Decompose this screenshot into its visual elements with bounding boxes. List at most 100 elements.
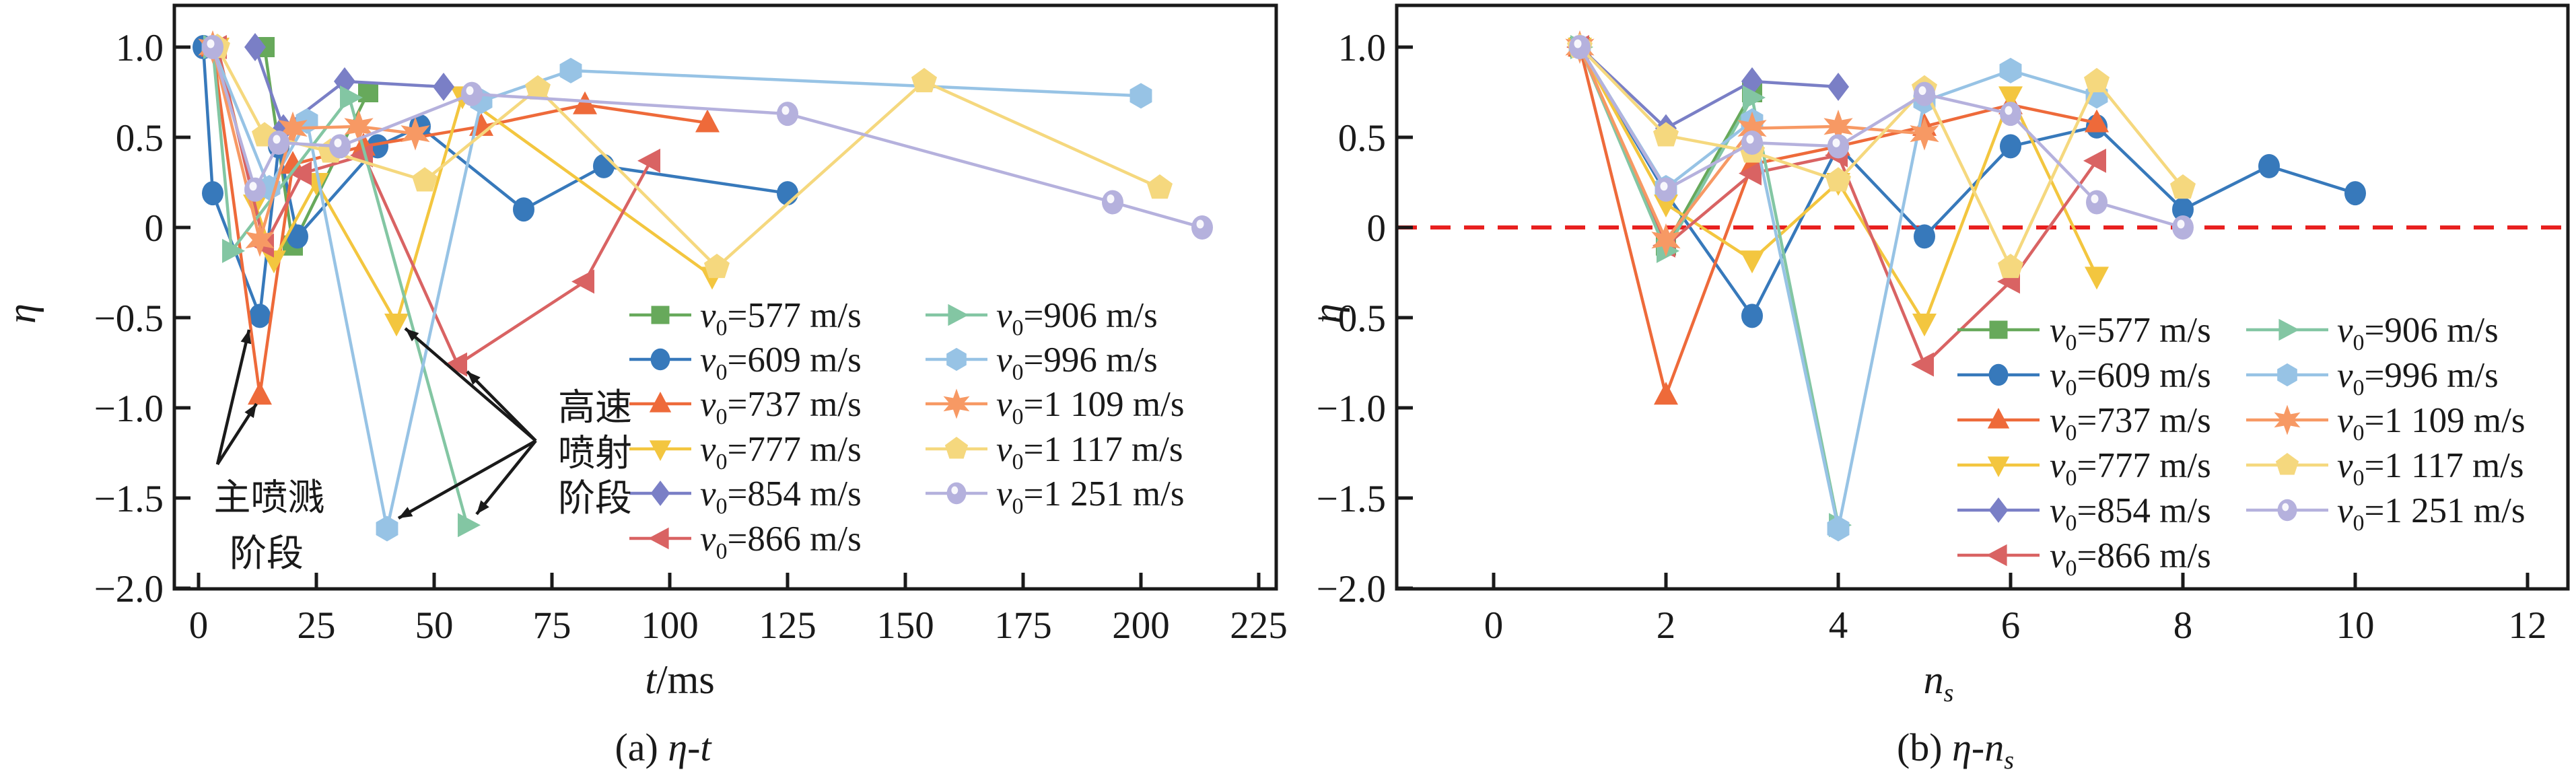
y-tick-label: −2.0 bbox=[1317, 568, 1386, 610]
legend-item-v0-737: v0=737 m/s bbox=[629, 385, 862, 429]
legend-item-v0-577: v0=577 m/s bbox=[629, 296, 862, 341]
x-tick-label: 10 bbox=[2336, 604, 2375, 647]
legend-item-label: v0=906 m/s bbox=[2337, 311, 2499, 355]
legend-item-v0-1251: v0=1 251 m/s bbox=[926, 474, 1185, 519]
x-tick-label: 6 bbox=[2001, 604, 2021, 647]
annotation-jet-line3: 阶段 bbox=[558, 478, 632, 519]
axes-a: 0 25 50 75 100 125 150 175 200 225 1.0 0.5 0 −0.5 −1.0… bbox=[94, 3, 1288, 647]
legend-item-label: v0=577 m/s bbox=[2050, 311, 2211, 355]
xlabel-b: ns bbox=[1924, 658, 1954, 707]
x-tick-label: 150 bbox=[876, 604, 934, 647]
y-tick-label: −0.5 bbox=[1317, 297, 1386, 340]
x-tick-label: 75 bbox=[533, 604, 571, 647]
legend-item-v0-577: v0=577 m/s bbox=[1957, 311, 2211, 355]
panel-a-static: η t/ms (a) η-t 主喷溅 阶段 高速 喷射 阶段 bbox=[0, 304, 715, 769]
legend-item-v0-866: v0=866 m/s bbox=[629, 520, 862, 564]
ylabel-a: η bbox=[0, 304, 44, 324]
legend-item-v0-1109: v0=1 109 m/s bbox=[2246, 401, 2526, 446]
legend-item-label: v0=1 251 m/s bbox=[996, 474, 1185, 519]
legend-item-label: v0=854 m/s bbox=[2050, 491, 2211, 536]
legend-item-v0-777: v0=777 m/s bbox=[629, 430, 862, 474]
legend-item-label: v0=866 m/s bbox=[700, 520, 862, 564]
caption-b: (b) η-ns bbox=[1897, 725, 2014, 775]
legend-item-label: v0=906 m/s bbox=[996, 296, 1158, 341]
x-tick-label: 200 bbox=[1112, 604, 1170, 647]
annotation-arrows bbox=[215, 327, 537, 520]
series-v0-906-m-s bbox=[1570, 35, 1852, 538]
legend-item-label: v0=866 m/s bbox=[2050, 536, 2211, 581]
y-tick-label: 1.0 bbox=[116, 27, 164, 69]
y-tick-label: −0.5 bbox=[94, 297, 164, 340]
legend-item-v0-854: v0=854 m/s bbox=[1957, 491, 2211, 536]
legend-item-v0-1117: v0=1 117 m/s bbox=[926, 430, 1183, 474]
y-tick-label: 0 bbox=[1367, 207, 1387, 250]
x-tick-label: 100 bbox=[641, 604, 699, 647]
x-tick-label: 4 bbox=[1829, 604, 1848, 647]
annotation-jet-line1: 高速 bbox=[558, 387, 632, 428]
legend-item-label: v0=996 m/s bbox=[2337, 356, 2499, 400]
x-tick-label: 50 bbox=[415, 604, 454, 647]
legend-item-label: v0=777 m/s bbox=[2050, 446, 2211, 491]
series-v0-1-251-m-s bbox=[1569, 35, 2194, 240]
legend-item-label: v0=737 m/s bbox=[2050, 401, 2211, 446]
y-tick-label: 0.5 bbox=[116, 117, 164, 159]
y-tick-label: −2.0 bbox=[94, 568, 164, 610]
legend-item-label: v0=996 m/s bbox=[996, 341, 1158, 385]
legend-item-label: v0=1 251 m/s bbox=[2337, 491, 2526, 536]
y-tick-label: −1.0 bbox=[94, 388, 164, 430]
y-tick-label: 0.5 bbox=[1338, 117, 1386, 159]
legend-item-v0-996: v0=996 m/s bbox=[2246, 356, 2499, 400]
annotation-main-splash-line1: 主喷溅 bbox=[213, 477, 324, 518]
legend-item-label: v0=854 m/s bbox=[700, 474, 862, 519]
legend-item-v0-777: v0=777 m/s bbox=[1957, 446, 2211, 491]
legend-item-label: v0=1 109 m/s bbox=[2337, 401, 2526, 446]
legend-item-v0-866: v0=866 m/s bbox=[1957, 536, 2211, 581]
ylabel-b: η bbox=[1305, 304, 1350, 324]
legend-item-v0-1117: v0=1 117 m/s bbox=[2246, 446, 2524, 491]
legend-item-v0-1251: v0=1 251 m/s bbox=[2246, 491, 2526, 536]
legend-item-label: v0=737 m/s bbox=[700, 385, 862, 429]
legend-item-v0-996: v0=996 m/s bbox=[926, 341, 1158, 385]
legend-item-label: v0=609 m/s bbox=[2050, 356, 2211, 400]
panel-b: 0 2 4 6 8 10 12 1.0 0.5 0 −0.5 −1.0 −1.5 −2.0 v0=577 m… bbox=[1317, 3, 2570, 647]
y-tick-label: 0 bbox=[145, 207, 164, 250]
panel-a: 0 25 50 75 100 125 150 175 200 225 1.0 0.5 0 −0.5 −1.0… bbox=[94, 3, 1288, 647]
xlabel-a: t/ms bbox=[645, 658, 714, 702]
legend-item-label: v0=609 m/s bbox=[700, 341, 862, 385]
y-tick-label: 1.0 bbox=[1338, 27, 1386, 69]
caption-a: (a) η-t bbox=[615, 725, 712, 769]
panel-b-static: η ns (b) η-ns bbox=[1305, 304, 2014, 775]
legend-item-v0-609: v0=609 m/s bbox=[1957, 356, 2211, 400]
x-tick-label: 12 bbox=[2509, 604, 2547, 647]
x-tick-label: 0 bbox=[1484, 604, 1504, 647]
annotation-main-splash-line2: 阶段 bbox=[230, 533, 304, 574]
x-tick-label: 2 bbox=[1657, 604, 1676, 647]
legend-item-v0-1109: v0=1 109 m/s bbox=[926, 385, 1185, 429]
legend-item-v0-906: v0=906 m/s bbox=[2246, 311, 2499, 355]
legend-b: v0=577 m/sv0=609 m/sv0=737 m/sv0=777 m/s… bbox=[1957, 311, 2526, 581]
y-tick-label: −1.5 bbox=[1317, 478, 1386, 520]
annotation-jet-line2: 喷射 bbox=[558, 433, 632, 474]
legend-item-v0-854: v0=854 m/s bbox=[629, 474, 862, 519]
legend-item-label: v0=777 m/s bbox=[700, 430, 862, 474]
x-tick-label: 8 bbox=[2173, 604, 2193, 647]
render-root: 0 25 50 75 100 125 150 175 200 2251.00.50−0.5−1.0… bbox=[94, 3, 2570, 647]
x-tick-label: 0 bbox=[189, 604, 209, 647]
legend-item-label: v0=1 109 m/s bbox=[996, 385, 1185, 429]
legend-item-v0-906: v0=906 m/s bbox=[926, 296, 1158, 341]
y-tick-label: −1.5 bbox=[94, 478, 164, 520]
legend-item-label: v0=1 117 m/s bbox=[2337, 446, 2524, 491]
x-tick-label: 225 bbox=[1230, 604, 1288, 647]
series-v0-1-251-m-s bbox=[202, 35, 1213, 240]
axes-b: 0 2 4 6 8 10 12 1.0 0.5 0 −0.5 −1.0 −1.5 −2.0 bbox=[1317, 3, 2570, 647]
legend-item-label: v0=1 117 m/s bbox=[996, 430, 1183, 474]
legend-a: v0=577 m/sv0=609 m/sv0=737 m/sv0=777 m/s… bbox=[629, 296, 1185, 564]
x-tick-label: 125 bbox=[759, 604, 816, 647]
y-tick-label: −1.0 bbox=[1317, 388, 1386, 430]
legend-item-v0-737: v0=737 m/s bbox=[1957, 401, 2211, 446]
legend-item-v0-609: v0=609 m/s bbox=[629, 341, 862, 385]
legend-item-label: v0=577 m/s bbox=[700, 296, 862, 341]
x-tick-label: 175 bbox=[994, 604, 1052, 647]
